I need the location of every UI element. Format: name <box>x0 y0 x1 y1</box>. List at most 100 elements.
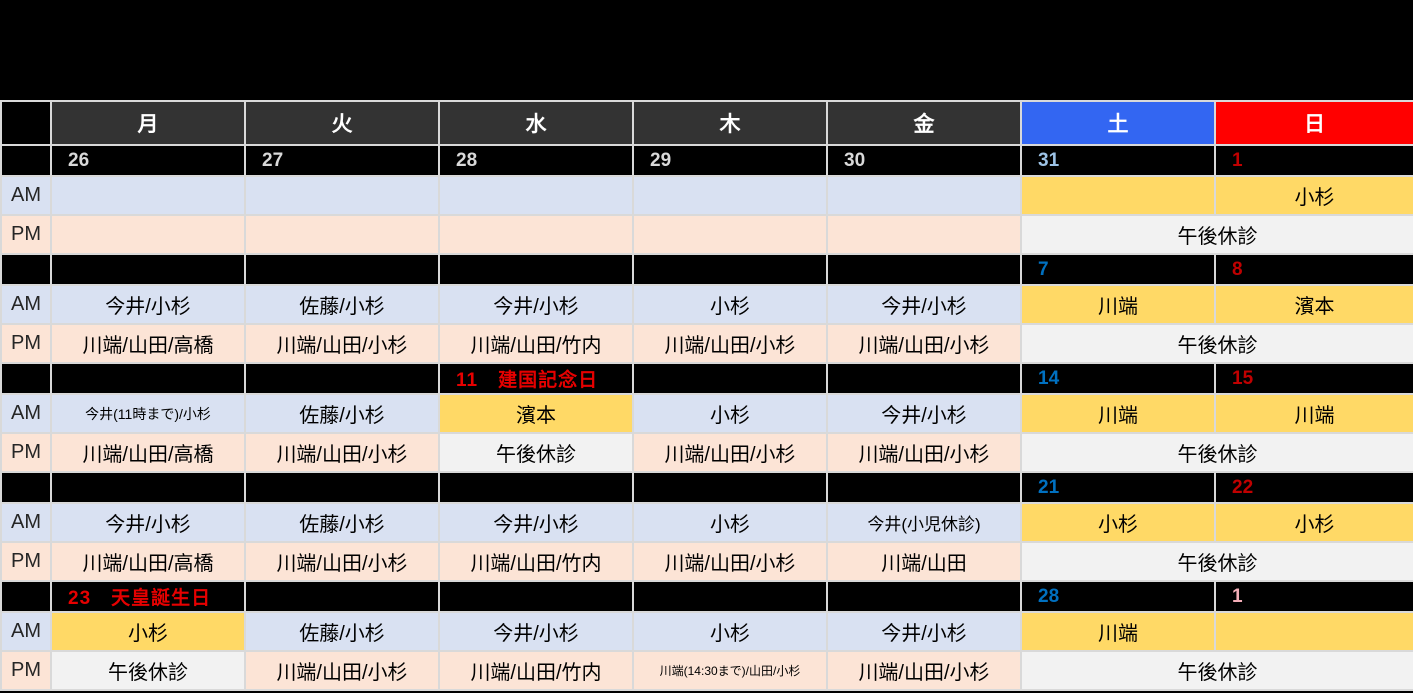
am-cell-week5-sat: 川端 <box>1020 611 1216 652</box>
am-cell-week4-tue: 佐藤/小杉 <box>244 502 440 543</box>
am-cell-week3-sun: 川端 <box>1214 393 1413 434</box>
date-cell-week4-wed <box>438 471 634 504</box>
date-cell-week4-fri <box>826 471 1022 504</box>
date-cell-week1-sun: 1 <box>1214 144 1413 177</box>
pm-cell-week3-sat: 午後休診 <box>1020 432 1413 473</box>
date-cell-week3-mon <box>50 362 246 395</box>
am-label-week5: AM <box>0 611 52 652</box>
date-cell-week2-sat: 7 <box>1020 253 1216 286</box>
pm-row-week5: PM 午後休診 川端/山田/小杉 川端/山田/竹内 川端(14:30まで)/山田/小杉川… <box>0 650 1413 691</box>
date-row-label-week2 <box>0 253 52 286</box>
day-header-sun: 日 <box>1214 100 1413 146</box>
date-row-week4: 21 22 <box>0 471 1413 504</box>
day-header-thu: 木 <box>632 100 828 146</box>
pm-cell-week2-thu: 川端/山田/小杉 <box>632 323 828 364</box>
date-row-label-week3 <box>0 362 52 395</box>
pm-cell-week4-thu: 川端/山田/小杉 <box>632 541 828 582</box>
pm-cell-week1-thu <box>632 214 828 255</box>
date-cell-week1-tue: 27 <box>244 144 440 177</box>
day-header-mon: 月 <box>50 100 246 146</box>
am-cell-week4-fri: 今井(小児休診) <box>826 502 1022 543</box>
pm-cell-week4-mon: 川端/山田/高橋 <box>50 541 246 582</box>
date-cell-week1-thu: 29 <box>632 144 828 177</box>
date-cell-week5-wed <box>438 580 634 613</box>
date-cell-week1-fri: 30 <box>826 144 1022 177</box>
pm-label-week1: PM <box>0 214 52 255</box>
pm-cell-week2-wed: 川端/山田/竹内 <box>438 323 634 364</box>
am-cell-week2-fri: 今井/小杉 <box>826 284 1022 325</box>
am-cell-week5-wed: 今井/小杉 <box>438 611 634 652</box>
date-cell-week2-mon <box>50 253 246 286</box>
am-cell-week1-sun: 小杉 <box>1214 175 1413 216</box>
pm-cell-week1-mon <box>50 214 246 255</box>
date-cell-week2-thu <box>632 253 828 286</box>
am-cell-week1-mon <box>50 175 246 216</box>
date-cell-week2-tue <box>244 253 440 286</box>
am-cell-week3-sat: 川端 <box>1020 393 1216 434</box>
am-cell-week2-sun: 濱本 <box>1214 284 1413 325</box>
am-cell-week2-tue: 佐藤/小杉 <box>244 284 440 325</box>
pm-cell-week5-wed: 川端/山田/竹内 <box>438 650 634 691</box>
am-row-week2: AM 今井/小杉 佐藤/小杉 今井/小杉 小杉 今井/小杉 川端 濱本 <box>0 284 1413 325</box>
pm-cell-week4-fri: 川端/山田 <box>826 541 1022 582</box>
date-cell-week5-sat: 28 <box>1020 580 1216 613</box>
date-cell-week4-sun: 22 <box>1214 471 1413 504</box>
am-cell-week3-fri: 今井/小杉 <box>826 393 1022 434</box>
am-cell-week1-fri <box>826 175 1022 216</box>
pm-cell-week1-tue <box>244 214 440 255</box>
date-row-week3: 11 建国記念日 14 15 <box>0 362 1413 395</box>
pm-cell-week5-tue: 川端/山田/小杉 <box>244 650 440 691</box>
pm-label-week3: PM <box>0 432 52 473</box>
am-cell-week5-tue: 佐藤/小杉 <box>244 611 440 652</box>
am-cell-week2-thu: 小杉 <box>632 284 828 325</box>
am-cell-week4-mon: 今井/小杉 <box>50 502 246 543</box>
am-cell-week5-sun <box>1214 611 1413 652</box>
date-row-label-week1 <box>0 144 52 177</box>
date-cell-week1-mon: 26 <box>50 144 246 177</box>
day-header-row: 月 火 水 木 金 土 日 <box>0 100 1413 146</box>
am-label-week1: AM <box>0 175 52 216</box>
am-cell-week3-tue: 佐藤/小杉 <box>244 393 440 434</box>
pm-cell-week1-sat: 午後休診 <box>1020 214 1413 255</box>
date-cell-week2-wed <box>438 253 634 286</box>
pm-cell-week1-wed <box>438 214 634 255</box>
date-cell-week3-thu <box>632 362 828 395</box>
date-row-label-week4 <box>0 471 52 504</box>
am-cell-week1-sat <box>1020 175 1216 216</box>
pm-label-week5: PM <box>0 650 52 691</box>
day-header-tue: 火 <box>244 100 440 146</box>
am-cell-week1-thu <box>632 175 828 216</box>
date-cell-week4-thu <box>632 471 828 504</box>
holiday-date-cell-week5-mon: 23 天皇誕生日 <box>50 580 246 613</box>
am-row-week5: AM 小杉 佐藤/小杉 今井/小杉 小杉 今井/小杉 川端 <box>0 611 1413 652</box>
am-cell-week4-wed: 今井/小杉 <box>438 502 634 543</box>
date-cell-week3-sat: 14 <box>1020 362 1216 395</box>
pm-cell-week3-wed: 午後休診 <box>438 432 634 473</box>
am-cell-week2-sat: 川端 <box>1020 284 1216 325</box>
holiday-date-cell-week3-wed: 11 建国記念日 <box>438 362 634 395</box>
pm-cell-week2-mon: 川端/山田/高橋 <box>50 323 246 364</box>
am-label-week3: AM <box>0 393 52 434</box>
pm-label-week2: PM <box>0 323 52 364</box>
pm-cell-week4-tue: 川端/山田/小杉 <box>244 541 440 582</box>
date-cell-week3-fri <box>826 362 1022 395</box>
pm-cell-week4-sat: 午後休診 <box>1020 541 1413 582</box>
day-header-fri: 金 <box>826 100 1022 146</box>
date-cell-week1-wed: 28 <box>438 144 634 177</box>
am-cell-week1-wed <box>438 175 634 216</box>
date-cell-week4-sat: 21 <box>1020 471 1216 504</box>
am-cell-week5-mon: 小杉 <box>50 611 246 652</box>
date-cell-week3-tue <box>244 362 440 395</box>
am-row-week1: AM 小杉 <box>0 175 1413 216</box>
date-row-week5: 23 天皇誕生日 28 1 <box>0 580 1413 613</box>
pm-cell-week3-mon: 川端/山田/高橋 <box>50 432 246 473</box>
day-header-sat: 土 <box>1020 100 1216 146</box>
date-row-week1: 26 27 28 29 30 31 1 <box>0 144 1413 177</box>
date-cell-week2-sun: 8 <box>1214 253 1413 286</box>
am-row-week4: AM 今井/小杉 佐藤/小杉 今井/小杉 小杉 今井(小児休診) 小杉 小杉 <box>0 502 1413 543</box>
pm-cell-week2-sat: 午後休診 <box>1020 323 1413 364</box>
pm-label-week4: PM <box>0 541 52 582</box>
pm-cell-week2-tue: 川端/山田/小杉 <box>244 323 440 364</box>
